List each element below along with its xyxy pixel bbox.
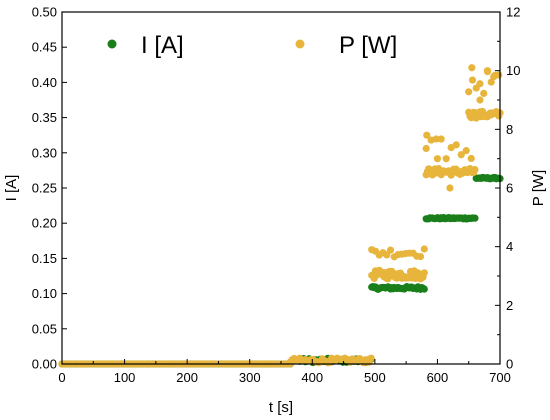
y-right-tick-label: 8 — [506, 122, 513, 137]
power-point — [452, 141, 460, 149]
y-left-tick-label: 0.00 — [32, 357, 57, 372]
power-point — [457, 151, 465, 159]
y-left-axis-ticks: 0.00 0.05 0.10 0.15 0.20 0.25 0.30 0.35 0.40 0.45… — [32, 5, 67, 372]
y-right-tick-label: 2 — [506, 298, 513, 313]
y-left-tick-label: 0.25 — [32, 181, 57, 196]
plot-frame — [61, 11, 501, 365]
legend-label-power: P [W] — [339, 32, 397, 59]
current-point — [420, 285, 428, 293]
power-point — [471, 166, 479, 174]
plot-points — [58, 64, 504, 368]
x-tick-label: 500 — [364, 370, 386, 385]
legend-marker-current — [107, 39, 117, 49]
y-left-tick-label: 0.10 — [32, 286, 57, 301]
y-left-tick-label: 0.20 — [32, 216, 57, 231]
y-right-tick-label: 4 — [506, 239, 513, 254]
power-point — [480, 89, 488, 97]
power-point — [446, 184, 454, 192]
y-right-tick-label: 10 — [506, 63, 520, 78]
power-point — [462, 147, 470, 155]
power-point — [468, 76, 477, 84]
power-point — [468, 64, 476, 72]
power-point — [476, 80, 484, 88]
y-left-tick-label: 0.40 — [32, 75, 57, 90]
power-point — [386, 246, 395, 254]
y-left-tick-label: 0.50 — [32, 5, 57, 20]
power-point — [433, 155, 442, 163]
y-right-tick-label: 6 — [506, 181, 513, 196]
y-right-axis-title: P [W] — [530, 170, 547, 206]
y-left-tick-label: 0.15 — [32, 251, 57, 266]
legend: I [A] P [W] — [107, 32, 397, 59]
power-point — [416, 252, 425, 261]
x-tick-label: 0 — [58, 370, 65, 385]
legend-label-current: I [A] — [141, 32, 184, 59]
y-right-tick-label: 0 — [506, 357, 513, 372]
power-point — [422, 144, 430, 153]
power-point — [465, 88, 473, 96]
power-point — [423, 131, 431, 139]
power-point — [490, 72, 498, 81]
x-tick-label: 300 — [239, 370, 261, 385]
y-left-tick-label: 0.30 — [32, 145, 57, 160]
power-point — [476, 96, 484, 104]
x-tick-label: 400 — [301, 370, 323, 385]
y-left-tick-label: 0.05 — [32, 321, 57, 336]
x-tick-label: 600 — [427, 370, 449, 385]
power-point — [437, 135, 445, 143]
x-tick-label: 700 — [489, 370, 511, 385]
power-point — [442, 155, 450, 163]
power-point — [420, 269, 428, 277]
x-tick-label: 200 — [176, 370, 198, 385]
x-axis-ticks: 0 100 200 300 400 500 600 700 — [58, 359, 511, 385]
power-point — [487, 78, 495, 86]
power-point — [367, 354, 375, 362]
y-right-axis-ticks: 0 2 4 6 8 10 12 — [495, 5, 520, 372]
y-left-tick-label: 0.35 — [32, 110, 57, 125]
legend-marker-power — [295, 39, 305, 49]
power-point — [467, 154, 475, 163]
y-right-tick-label: 12 — [506, 5, 520, 20]
x-tick-label: 100 — [114, 370, 136, 385]
power-point — [483, 67, 492, 75]
y-left-axis-title: I [A] — [3, 175, 20, 202]
y-left-tick-label: 0.45 — [32, 40, 57, 55]
power-point — [420, 245, 428, 253]
current-point — [471, 214, 479, 222]
x-axis-title: t [s] — [269, 399, 293, 416]
power-point — [432, 135, 440, 143]
